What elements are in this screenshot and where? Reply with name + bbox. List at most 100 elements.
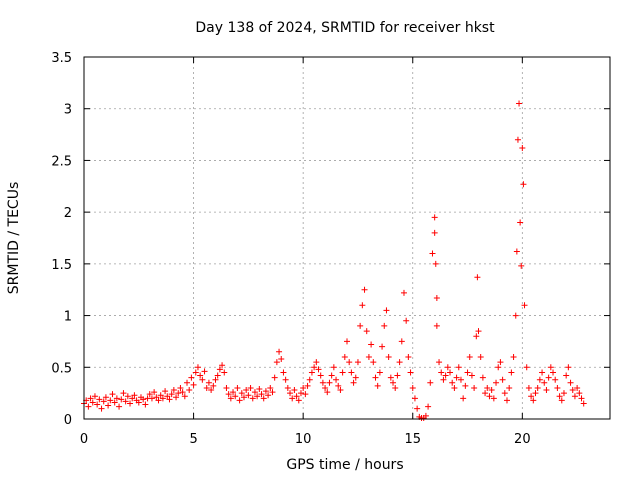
data-point [234,384,241,391]
data-point [302,391,309,398]
data-point [166,396,173,403]
data-point [151,389,158,396]
data-point [197,372,204,379]
data-point [368,341,375,348]
data-point [508,369,515,376]
data-point [475,328,482,335]
data-point [457,376,464,383]
data-point [374,382,381,389]
data-point [433,294,440,301]
data-point [550,369,557,376]
data-point [265,392,272,399]
data-point [113,395,120,402]
data-point [477,353,484,360]
grid-layer [84,57,610,419]
x-axis-title: GPS time / hours [286,457,403,473]
data-point [240,394,247,401]
data-point [245,392,252,399]
data-point [503,397,510,404]
data-point [295,397,302,404]
data-point [306,376,313,383]
data-point [398,338,405,345]
data-point [212,376,219,383]
data-point [545,374,552,381]
x-tick-label: 5 [189,432,197,447]
data-point [400,289,407,296]
data-point [297,390,304,397]
data-point [433,322,440,329]
data-point [87,395,94,402]
data-point [260,395,267,402]
data-point [111,399,118,406]
data-point [225,391,232,398]
data-point [157,392,164,399]
data-point [254,393,261,400]
data-point [512,312,519,319]
data-point [155,397,162,404]
data-point [276,348,283,355]
y-axis-title: SRMTID / TECUs [6,182,22,295]
data-point [567,379,574,386]
data-point [269,389,276,396]
data-point [468,372,475,379]
data-point [403,317,410,324]
data-point [499,376,506,383]
data-point [267,384,274,391]
data-point [346,359,353,366]
data-point [100,398,107,405]
data-point [208,387,215,394]
data-point [563,372,570,379]
data-point [131,392,138,399]
data-point [216,366,223,373]
data-point [271,374,278,381]
data-point [109,391,116,398]
data-point [554,384,561,391]
data-point [116,403,123,410]
data-point [385,353,392,360]
data-point [365,353,372,360]
data-point [431,214,438,221]
data-point [214,372,221,379]
data-point [357,322,364,329]
data-point [118,396,125,403]
data-point [372,374,379,381]
data-point [337,387,344,394]
data-point [317,372,324,379]
y-tick-label: 3.5 [51,51,72,66]
data-point [232,393,239,400]
data-point [140,396,147,403]
data-point [289,395,296,402]
data-point [523,364,530,371]
data-point [464,369,471,376]
data-point [558,397,565,404]
data-point [330,364,337,371]
data-point [251,389,258,396]
data-point [293,393,300,400]
data-points [81,100,587,421]
data-point [164,393,171,400]
data-point [510,353,517,360]
data-point [518,262,525,269]
data-point [574,384,581,391]
data-point [146,391,153,398]
data-point [543,387,550,394]
data-point [153,394,160,401]
x-tick-label: 20 [514,432,531,447]
data-point [199,376,206,383]
data-point [280,369,287,376]
x-axis-tick-labels: 0 5 10 15 20 [80,432,531,447]
data-point [105,402,112,409]
data-point [315,366,322,373]
data-point [91,393,98,400]
data-point [432,260,439,267]
data-point [287,390,294,397]
data-point [223,384,230,391]
data-point [344,338,350,345]
data-point [352,374,359,381]
data-point [528,393,535,400]
y-tick-label: 1.5 [51,258,72,273]
data-point [541,379,548,386]
data-point [177,384,184,391]
data-point [466,353,473,360]
data-point [490,395,497,402]
